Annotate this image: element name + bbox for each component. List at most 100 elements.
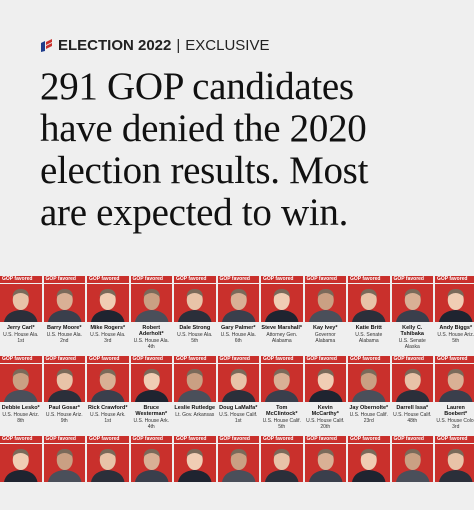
candidate-office: U.S. House Ala. 2nd — [46, 332, 82, 344]
candidate-office: U.S. House Ala. 4th — [133, 338, 169, 350]
portrait — [391, 284, 433, 322]
portrait — [130, 444, 172, 482]
candidate-office: Attorney Gen. Alabama — [266, 332, 298, 344]
portrait — [43, 444, 85, 482]
portrait-figure — [352, 369, 386, 402]
card-label: GOP favored — [43, 436, 85, 443]
portrait-figure — [308, 369, 342, 402]
candidate-office: U.S. House Ariz. 5th — [437, 332, 474, 344]
portrait — [304, 364, 346, 402]
candidate-name: Leslie Rutledge — [174, 405, 216, 411]
portrait-figure — [265, 449, 299, 482]
candidate-name: Jerry Carl* — [6, 325, 35, 331]
portrait — [87, 444, 129, 482]
portrait-figure — [352, 449, 386, 482]
card-label: GOP favored — [130, 436, 172, 443]
candidate-card: GOP favored — [217, 436, 259, 510]
candidate-office: U.S. House Ala. 5th — [177, 332, 213, 344]
candidate-card: GOP favored Kay Ivey* Governor Alabama — [304, 276, 346, 350]
card-label: GOP favored — [391, 356, 433, 363]
candidate-card: GOP favored Leslie Rutledge Lt. Gov. Arkan… — [174, 356, 216, 430]
candidate-card: GOP favored Doug LaMalfa* U.S. House Calif… — [217, 356, 259, 430]
portrait-figure — [308, 289, 342, 322]
portrait-figure — [439, 369, 473, 402]
portrait — [174, 364, 216, 402]
portrait — [130, 284, 172, 322]
candidate-name: Kelly C. Tshibaka — [400, 325, 424, 337]
candidate-card: GOP favored Jerry Carl* U.S. House Ala. 1s… — [0, 276, 42, 350]
candidate-card: GOP favored Debbie Lesko* U.S. House Ariz.… — [0, 356, 42, 430]
portrait-figure — [47, 289, 81, 322]
portrait — [348, 284, 390, 322]
portrait-figure — [91, 369, 125, 402]
candidate-grid: GOP favored Jerry Carl* U.S. House Ala. 1s… — [0, 276, 474, 510]
portrait-figure — [395, 289, 429, 322]
card-label: GOP favored — [304, 276, 346, 283]
candidate-name: Gary Palmer* — [220, 325, 256, 331]
portrait — [43, 364, 85, 402]
candidate-card: GOP favored — [348, 436, 390, 510]
card-label: GOP favored — [348, 436, 390, 443]
candidate-office: Lt. Gov. Arkansas — [175, 412, 215, 418]
candidate-card: GOP favored Tom McClintock* U.S. House Cal… — [261, 356, 303, 430]
candidate-card: GOP favored — [435, 436, 474, 510]
candidate-office: U.S. Senate Alaska — [398, 338, 426, 350]
portrait — [304, 284, 346, 322]
candidate-name: Debbie Lesko* — [1, 405, 40, 411]
candidate-name: Darrell Issa* — [396, 405, 429, 411]
candidate-office: U.S. House Ala. 1st — [3, 332, 39, 344]
card-label: GOP favored — [87, 436, 129, 443]
portrait — [435, 284, 474, 322]
card-label: GOP favored — [391, 276, 433, 283]
headline-line: have denied the 2020 — [40, 107, 367, 150]
portrait — [435, 364, 474, 402]
candidate-office: U.S. House Ala. 6th — [220, 332, 256, 344]
candidate-name: Tom McClintock* — [266, 405, 298, 417]
portrait-figure — [47, 449, 81, 482]
card-label: GOP favored — [0, 356, 42, 363]
candidate-office: U.S. House Ala. 3rd — [90, 332, 126, 344]
candidate-name: Doug LaMalfa* — [219, 405, 258, 411]
portrait-figure — [91, 449, 125, 482]
candidate-name: Barry Moore* — [46, 325, 82, 331]
headline: 291 GOP candidates have denied the 2020 el… — [40, 66, 368, 234]
portrait — [87, 284, 129, 322]
card-label: GOP favored — [87, 276, 129, 283]
candidate-card: GOP favored Darrell Issa* U.S. House Calif… — [391, 356, 433, 430]
candidate-name: Lauren Boebert* — [444, 405, 468, 417]
card-label: GOP favored — [261, 436, 303, 443]
candidate-card: GOP favored Dale Strong U.S. House Ala. 5t… — [174, 276, 216, 350]
card-label: GOP favored — [391, 436, 433, 443]
candidate-card: GOP favored Jay Obernolte* U.S. House Cali… — [348, 356, 390, 430]
divider: | — [176, 37, 181, 54]
candidate-card: GOP favored Gary Palmer* U.S. House Ala. 6… — [217, 276, 259, 350]
candidate-card: GOP favored Lauren Boebert* U.S. House Col… — [435, 356, 474, 430]
candidate-name: Jay Obernolte* — [349, 405, 389, 411]
candidate-card: GOP favored Barry Moore* U.S. House Ala. 2… — [43, 276, 85, 350]
card-label: GOP favored — [174, 276, 216, 283]
candidate-name: Dale Strong — [179, 325, 211, 331]
portrait-figure — [178, 289, 212, 322]
card-label: GOP favored — [174, 436, 216, 443]
portrait — [174, 284, 216, 322]
candidate-name: Mike Rogers* — [90, 325, 126, 331]
portrait — [217, 364, 259, 402]
portrait-figure — [221, 369, 255, 402]
portrait — [304, 444, 346, 482]
candidate-name: Rick Crawford* — [88, 405, 128, 411]
card-label: GOP favored — [87, 356, 129, 363]
portrait-figure — [265, 369, 299, 402]
portrait — [391, 364, 433, 402]
card-label: GOP favored — [304, 356, 346, 363]
portrait-figure — [352, 289, 386, 322]
portrait — [261, 444, 303, 482]
card-label: GOP favored — [261, 276, 303, 283]
portrait-figure — [4, 369, 38, 402]
card-label: GOP favored — [217, 276, 259, 283]
portrait-figure — [439, 449, 473, 482]
candidate-office: U.S. House Ariz. 9th — [45, 412, 83, 424]
candidate-card: GOP favored — [304, 436, 346, 510]
headline-line: are expected to win. — [40, 191, 349, 234]
candidate-office: U.S. House Colo. 3rd — [436, 418, 474, 430]
portrait-figure — [265, 289, 299, 322]
